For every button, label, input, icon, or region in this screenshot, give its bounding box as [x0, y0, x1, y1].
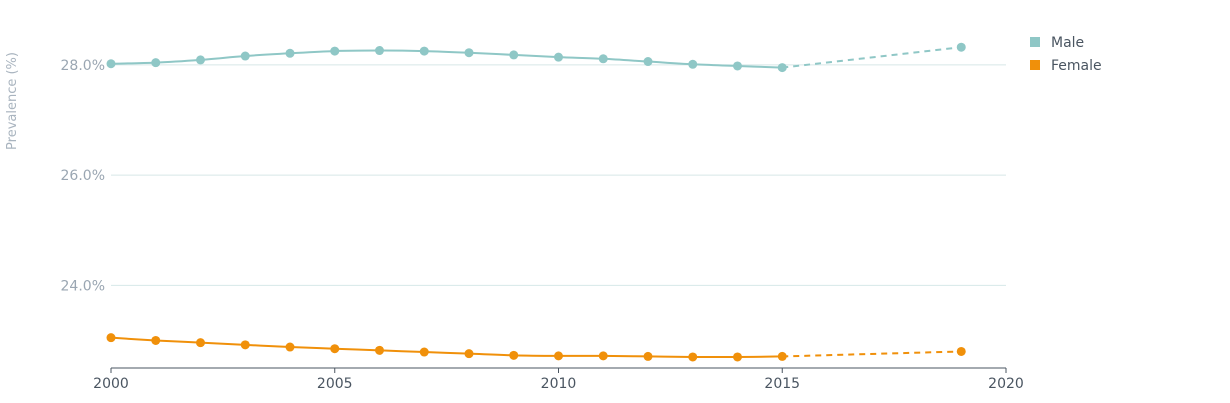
legend-label-male: Male — [1051, 35, 1084, 51]
projection-line-female — [782, 350, 962, 358]
data-point-female[interactable] — [464, 349, 474, 359]
data-point-female[interactable] — [106, 333, 116, 343]
legend: Male Female — [1030, 35, 1102, 74]
data-point-male[interactable] — [688, 59, 698, 69]
data-point-male[interactable] — [509, 50, 519, 60]
grid-lines — [111, 64, 1006, 286]
data-point-female[interactable] — [330, 344, 340, 354]
data-point-female[interactable] — [509, 350, 519, 360]
data-point-male[interactable] — [777, 63, 787, 73]
data-point-male[interactable] — [285, 48, 295, 58]
data-point-female[interactable] — [643, 351, 653, 361]
series-lines — [106, 42, 966, 362]
legend-item-male[interactable]: Male — [1030, 35, 1084, 51]
y-axis-ticks: 24.0% 26.0% 28.0% — [61, 58, 105, 294]
data-point-female[interactable] — [375, 345, 384, 355]
data-point-female[interactable] — [151, 335, 161, 345]
x-tick-label: 2005 — [317, 376, 353, 392]
series-male — [106, 42, 966, 73]
series-line-female — [110, 336, 783, 359]
data-point-male[interactable] — [464, 48, 474, 58]
data-point-female[interactable] — [554, 351, 563, 361]
projected-point-male[interactable] — [956, 42, 966, 52]
y-tick-label: 26.0% — [61, 168, 105, 184]
x-axis-ticks: 2000 2005 2010 2015 2020 — [93, 368, 1024, 392]
legend-label-female: Female — [1051, 58, 1102, 74]
data-point-female[interactable] — [240, 340, 250, 350]
data-point-male[interactable] — [106, 59, 116, 69]
data-point-female[interactable] — [733, 352, 742, 362]
y-tick-label: 28.0% — [61, 58, 105, 74]
projection-line-male — [782, 46, 962, 69]
data-point-male[interactable] — [733, 61, 742, 71]
y-tick-label: 24.0% — [61, 278, 105, 294]
x-tick-label: 2010 — [541, 376, 577, 392]
data-point-female[interactable] — [196, 338, 205, 348]
legend-swatch-male — [1030, 37, 1040, 47]
x-tick-label: 2015 — [764, 376, 800, 392]
series-female — [106, 333, 966, 362]
data-point-male[interactable] — [643, 57, 653, 67]
data-point-female[interactable] — [688, 352, 698, 362]
data-point-male[interactable] — [240, 51, 250, 61]
data-point-female[interactable] — [598, 351, 608, 361]
data-point-male[interactable] — [554, 52, 563, 62]
data-point-female[interactable] — [777, 351, 787, 361]
series-line-male — [110, 49, 783, 69]
data-point-male[interactable] — [151, 58, 161, 68]
data-point-male[interactable] — [196, 55, 205, 65]
data-point-female[interactable] — [285, 342, 295, 352]
x-tick-label: 2000 — [93, 376, 129, 392]
data-point-male[interactable] — [419, 46, 429, 56]
data-point-male[interactable] — [598, 54, 608, 64]
data-point-male[interactable] — [330, 46, 340, 56]
data-point-female[interactable] — [419, 347, 429, 357]
y-axis-title: Prevalence (%) — [5, 52, 20, 150]
data-point-male[interactable] — [375, 46, 384, 56]
legend-item-female[interactable]: Female — [1030, 58, 1102, 74]
x-tick-label: 2020 — [988, 376, 1024, 392]
projected-point-female[interactable] — [956, 346, 966, 356]
legend-swatch-female — [1030, 60, 1040, 70]
